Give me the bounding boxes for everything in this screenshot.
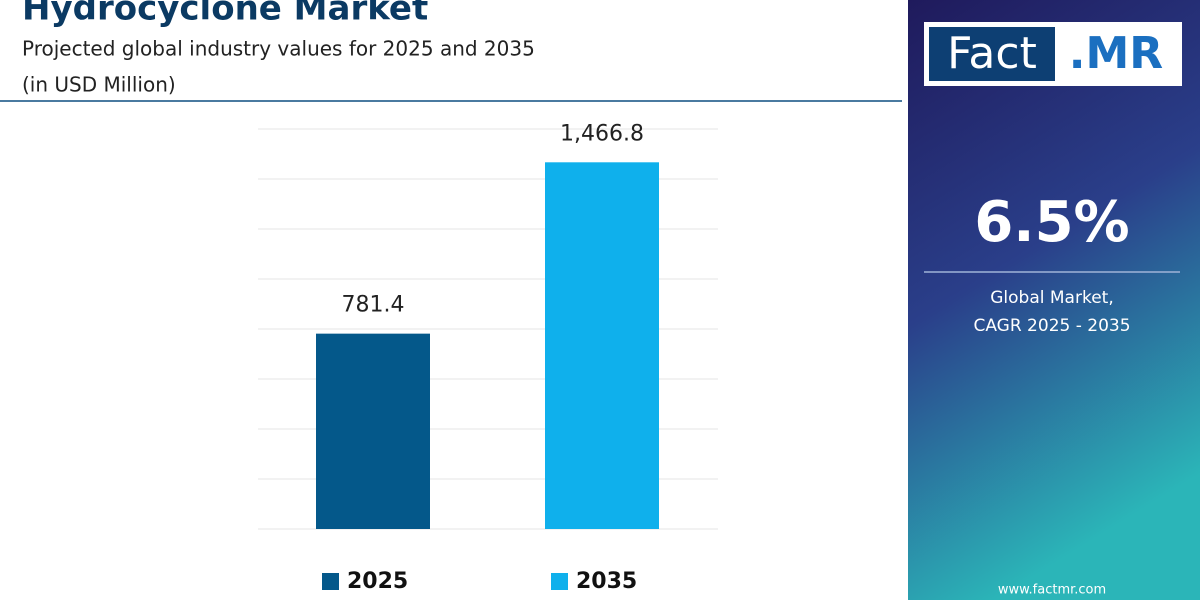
- website: www.factmr.com: [998, 583, 1106, 598]
- legend-label: 2035: [576, 569, 637, 594]
- chart-title: Hydrocyclone Market: [22, 0, 428, 29]
- cagr-caption: CAGR 2025 - 2035: [973, 316, 1130, 336]
- sidebar: [908, 0, 1200, 600]
- unit-label: (in USD Million): [22, 73, 176, 97]
- data-label: 781.4: [342, 293, 405, 318]
- logo-text: Fact: [947, 28, 1037, 79]
- logo-dark: [929, 27, 1055, 81]
- legend-swatch: [322, 573, 339, 590]
- logo-text: .MR: [1069, 28, 1163, 79]
- legend-swatch: [551, 573, 568, 590]
- chart-subtitle: Projected global industry values for 202…: [22, 37, 535, 61]
- bar: [316, 333, 430, 529]
- bar: [545, 162, 659, 530]
- data-label: 1,466.8: [560, 121, 644, 146]
- plot-area: 781.4 2025 1,466.8 2035: [258, 121, 718, 594]
- cagr-caption: Global Market,: [990, 288, 1113, 308]
- legend-label: 2025: [347, 569, 408, 594]
- cagr-value: 6.5%: [974, 190, 1129, 255]
